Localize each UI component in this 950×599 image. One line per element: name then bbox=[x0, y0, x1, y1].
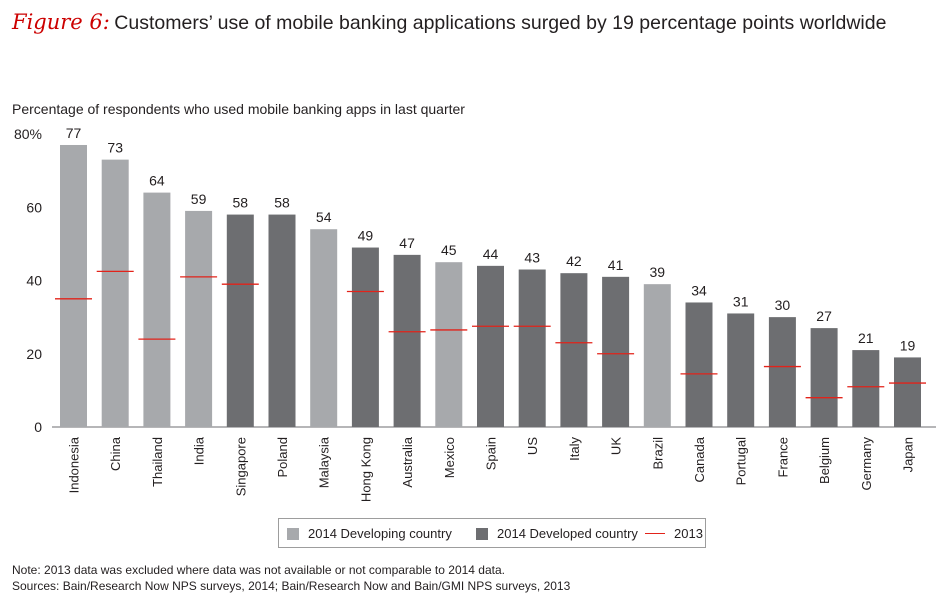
data-label: 44 bbox=[483, 246, 499, 262]
bar-australia bbox=[393, 254, 421, 427]
figure-title: Figure 6: Customers’ use of mobile banki… bbox=[12, 10, 886, 35]
x-tick-label: Canada bbox=[692, 436, 707, 482]
x-tick-label: Germany bbox=[859, 437, 874, 491]
x-tick-label: Italy bbox=[567, 437, 582, 461]
x-tick-label: Belgium bbox=[817, 437, 832, 484]
y-axis-label: Percentage of respondents who used mobil… bbox=[12, 101, 465, 117]
data-label: 39 bbox=[650, 264, 666, 280]
data-label: 54 bbox=[316, 209, 332, 225]
bar-belgium bbox=[810, 328, 838, 427]
x-tick-label: Poland bbox=[275, 437, 290, 477]
data-label: 19 bbox=[900, 337, 916, 353]
data-label: 34 bbox=[691, 282, 707, 298]
x-tick-label: Indonesia bbox=[67, 436, 82, 493]
x-tick-label: Mexico bbox=[442, 437, 457, 478]
legend-label-developing: 2014 Developing country bbox=[308, 526, 452, 541]
bar-germany bbox=[852, 350, 880, 427]
bar-india bbox=[185, 210, 213, 427]
bar-chart: 0 20 40 60 80% 77 Indonesia 73 China 64 Thailand 59… bbox=[14, 125, 936, 502]
legend-label-2013: 2013 bbox=[674, 526, 703, 541]
legend-swatch-developed bbox=[476, 528, 488, 540]
data-label: 30 bbox=[775, 297, 791, 313]
data-label: 27 bbox=[816, 308, 832, 324]
bar-indonesia bbox=[60, 144, 87, 428]
data-label: 43 bbox=[524, 250, 540, 266]
x-tick-label: Thailand bbox=[150, 437, 165, 487]
data-label: 47 bbox=[399, 235, 415, 251]
bar-italy bbox=[560, 273, 588, 427]
y-tick-label: 80% bbox=[14, 126, 42, 142]
x-tick-label: Singapore bbox=[233, 437, 248, 496]
data-label: 64 bbox=[149, 173, 165, 189]
bar-spain bbox=[477, 265, 504, 427]
x-tick-label: Australia bbox=[400, 436, 415, 487]
y-tick-label: 20 bbox=[26, 346, 42, 362]
y-tick-label: 40 bbox=[26, 273, 42, 289]
data-label: 49 bbox=[358, 228, 374, 244]
x-tick-label: Hong Kong bbox=[358, 437, 373, 502]
legend-marker-2013 bbox=[645, 533, 665, 534]
data-label: 77 bbox=[66, 125, 82, 141]
data-label: 41 bbox=[608, 257, 624, 273]
bar-japan bbox=[894, 357, 921, 427]
x-tick-label: China bbox=[108, 436, 123, 471]
bar-hong-kong bbox=[351, 247, 379, 427]
footnotes: Note: 2013 data was excluded where data … bbox=[12, 562, 570, 594]
bar-france bbox=[768, 317, 796, 427]
y-tick-label: 0 bbox=[34, 419, 42, 435]
data-label: 45 bbox=[441, 242, 457, 258]
x-tick-label: Portugal bbox=[734, 437, 749, 486]
x-tick-label: US bbox=[525, 437, 540, 455]
legend-label-developed: 2014 Developed country bbox=[497, 526, 638, 541]
x-tick-label: France bbox=[775, 437, 790, 477]
figure-headline: Customers’ use of mobile banking applica… bbox=[114, 12, 887, 34]
bar-brazil bbox=[643, 284, 671, 427]
bar-portugal bbox=[727, 313, 755, 427]
legend-swatch-developing bbox=[287, 528, 299, 540]
bar-canada bbox=[685, 302, 713, 427]
bar-singapore bbox=[226, 214, 254, 427]
bar-mexico bbox=[435, 262, 463, 427]
note-text: Note: 2013 data was excluded where data … bbox=[12, 563, 505, 577]
bar-us bbox=[518, 269, 546, 427]
data-label: 59 bbox=[191, 191, 207, 207]
x-tick-label: Malaysia bbox=[317, 436, 332, 488]
data-label: 73 bbox=[107, 140, 123, 156]
legend: 2014 Developing country 2014 Developed c… bbox=[278, 518, 706, 548]
sources-text: Sources: Bain/Research Now NPS surveys, … bbox=[12, 579, 571, 593]
data-label: 58 bbox=[233, 195, 249, 211]
bar-malaysia bbox=[310, 229, 338, 427]
data-label: 58 bbox=[274, 195, 290, 211]
x-tick-label: India bbox=[192, 436, 207, 465]
bar-uk bbox=[602, 276, 630, 427]
x-tick-label: Japan bbox=[901, 437, 916, 472]
figure-label: Figure 6: bbox=[12, 10, 110, 34]
data-label: 31 bbox=[733, 293, 749, 309]
x-tick-label: UK bbox=[609, 437, 624, 455]
bar-thailand bbox=[143, 192, 171, 427]
x-tick-label: Brazil bbox=[650, 437, 665, 470]
data-label: 21 bbox=[858, 330, 874, 346]
x-tick-label: Spain bbox=[484, 437, 499, 470]
bar-china bbox=[101, 159, 129, 427]
data-label: 42 bbox=[566, 253, 582, 269]
bar-poland bbox=[268, 214, 296, 427]
y-tick-label: 60 bbox=[26, 199, 42, 215]
